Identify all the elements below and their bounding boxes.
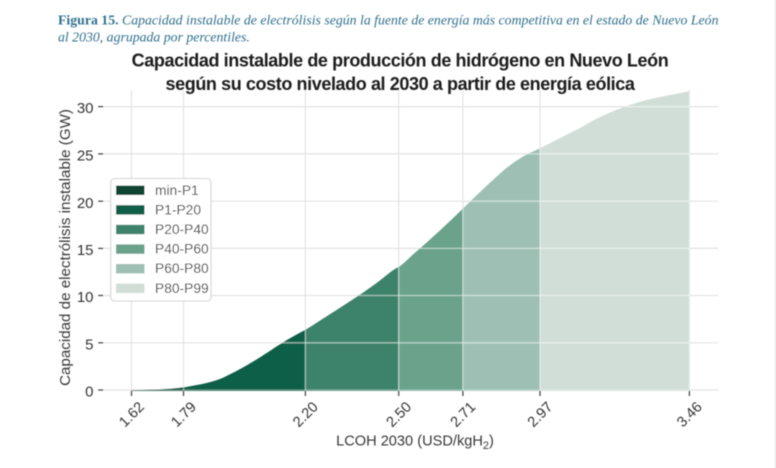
svg-text:P20-P40: P20-P40 bbox=[155, 222, 209, 237]
svg-text:10: 10 bbox=[77, 289, 94, 306]
svg-text:min-P1: min-P1 bbox=[155, 183, 199, 198]
svg-text:Capacidad instalable de produc: Capacidad instalable de producción de hi… bbox=[132, 51, 669, 71]
svg-text:15: 15 bbox=[77, 242, 94, 259]
svg-text:P80-P99: P80-P99 bbox=[155, 281, 209, 296]
svg-text:25: 25 bbox=[77, 148, 94, 165]
svg-text:5: 5 bbox=[85, 336, 93, 353]
svg-text:20: 20 bbox=[77, 195, 94, 212]
svg-text:30: 30 bbox=[77, 100, 94, 117]
svg-text:al 2030, agrupada por percenti: al 2030, agrupada por percentiles. bbox=[58, 30, 250, 45]
svg-text:P40-P60: P40-P60 bbox=[155, 242, 209, 257]
svg-text:0: 0 bbox=[85, 384, 93, 401]
svg-text:P60-P80: P60-P80 bbox=[155, 261, 209, 276]
svg-text:según su costo nivelado al 203: según su costo nivelado al 2030 a partir… bbox=[166, 74, 636, 94]
svg-text:Figura 15. Capacidad instalabl: Figura 15. Capacidad instalable de elect… bbox=[58, 12, 719, 27]
svg-text:LCOH 2030 (USD/kgH2): LCOH 2030 (USD/kgH2) bbox=[336, 434, 494, 453]
svg-text:Capacidad de electrólisis inst: Capacidad de electrólisis instalable (GW… bbox=[57, 109, 74, 386]
svg-text:P1-P20: P1-P20 bbox=[155, 202, 201, 217]
